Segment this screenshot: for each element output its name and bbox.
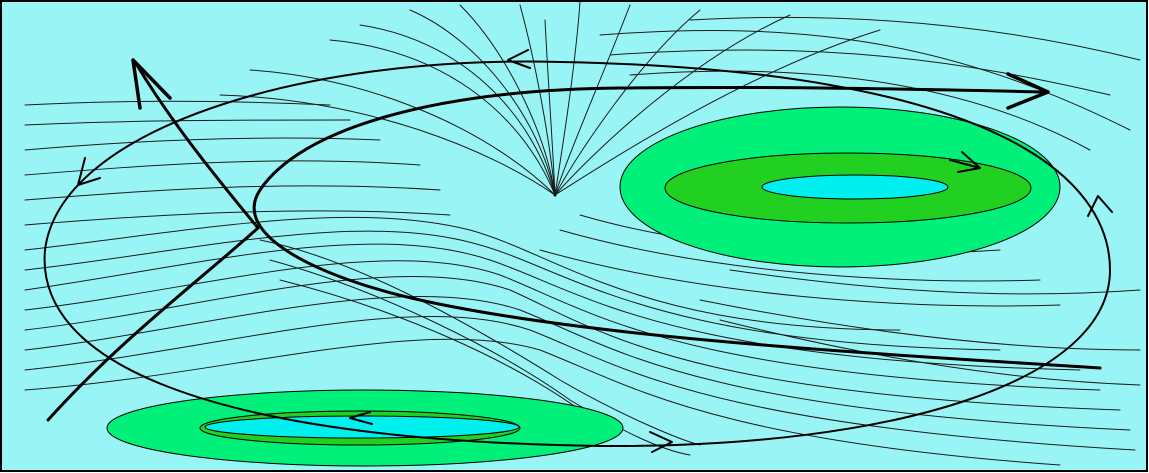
loop-arrow-left [77,157,101,186]
lower-left-vortex [106,389,624,467]
spiral-trajectory [252,72,1102,370]
upper-right-vortex [619,106,1061,268]
spiral-arrow-head [1006,72,1050,110]
loop-arrow-bottom [649,431,673,453]
lower-left-vortex-arrow [349,411,373,425]
loop-arrow-right [1087,195,1113,217]
lower-left-vortex-inner-zone [204,415,520,439]
upper-right-vortex-inner-zone [761,174,949,200]
diagonal-arrow [46,58,260,422]
convergence-point [553,193,557,197]
loop-arrow-top [507,49,531,69]
closed-loop-trajectory [43,49,1113,453]
diagonal-arrow-head [131,58,172,110]
upper-right-vortex-arrow [949,151,981,173]
